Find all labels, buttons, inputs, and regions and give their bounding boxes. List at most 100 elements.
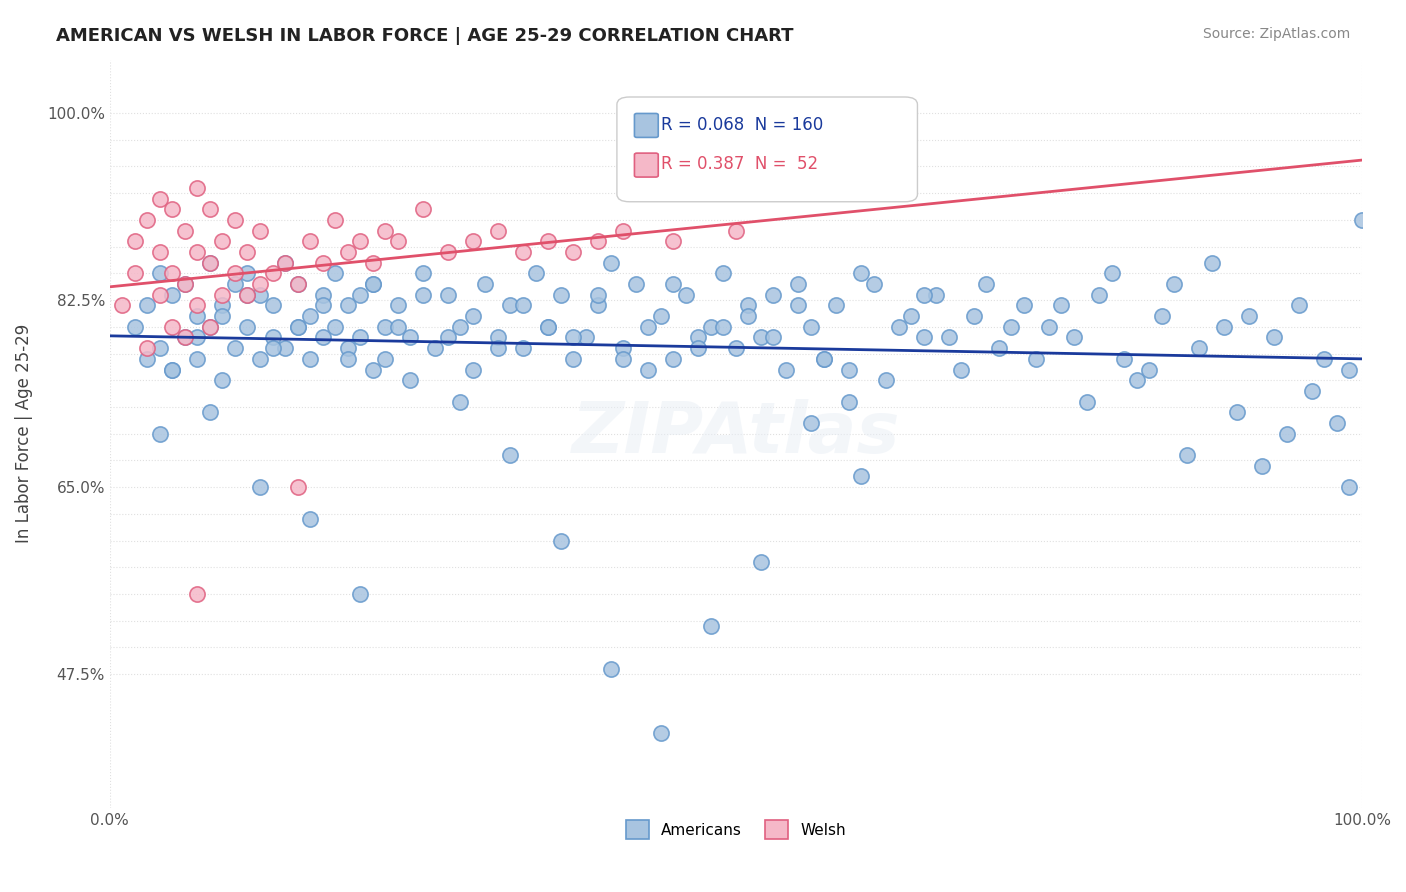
Point: [136, 351, 159, 366]
Point: [437, 287, 460, 301]
Point: [186, 587, 208, 601]
Point: [412, 287, 434, 301]
Point: [662, 235, 685, 249]
Point: [173, 330, 195, 344]
Point: [1339, 480, 1361, 494]
Point: [1000, 319, 1022, 334]
Point: [586, 235, 609, 249]
Point: [963, 309, 986, 323]
Point: [287, 480, 309, 494]
Point: [198, 319, 221, 334]
Point: [612, 224, 634, 238]
Point: [474, 277, 496, 291]
Text: AMERICAN VS WELSH IN LABOR FORCE | AGE 25-29 CORRELATION CHART: AMERICAN VS WELSH IN LABOR FORCE | AGE 2…: [56, 27, 794, 45]
Point: [361, 362, 384, 376]
Point: [361, 277, 384, 291]
Point: [1038, 319, 1060, 334]
Point: [724, 341, 747, 355]
Point: [124, 319, 146, 334]
Point: [1025, 351, 1047, 366]
Point: [775, 362, 797, 376]
FancyBboxPatch shape: [617, 97, 918, 202]
Point: [274, 255, 297, 269]
Point: [136, 341, 159, 355]
Point: [838, 362, 860, 376]
Point: [249, 224, 271, 238]
Point: [875, 373, 897, 387]
Point: [675, 287, 697, 301]
Point: [787, 298, 810, 312]
Point: [162, 202, 184, 217]
Point: [162, 287, 184, 301]
Point: [1239, 309, 1261, 323]
Point: [724, 224, 747, 238]
Point: [361, 255, 384, 269]
Point: [211, 298, 233, 312]
Point: [461, 362, 484, 376]
Point: [124, 266, 146, 280]
Point: [224, 266, 246, 280]
Point: [299, 351, 322, 366]
Text: Source: ZipAtlas.com: Source: ZipAtlas.com: [1202, 27, 1350, 41]
Point: [1275, 426, 1298, 441]
Point: [800, 319, 823, 334]
Point: [1339, 362, 1361, 376]
Point: [762, 287, 785, 301]
Point: [737, 309, 759, 323]
Point: [186, 181, 208, 195]
Point: [449, 319, 471, 334]
Point: [262, 341, 284, 355]
Point: [274, 341, 297, 355]
Point: [562, 330, 585, 344]
Point: [412, 202, 434, 217]
Point: [211, 235, 233, 249]
Point: [987, 341, 1010, 355]
Point: [575, 330, 598, 344]
Point: [311, 298, 333, 312]
Point: [586, 298, 609, 312]
Point: [650, 726, 672, 740]
Point: [149, 266, 172, 280]
Point: [173, 330, 195, 344]
Point: [838, 394, 860, 409]
Point: [862, 277, 884, 291]
Point: [887, 319, 910, 334]
Point: [262, 298, 284, 312]
Point: [162, 319, 184, 334]
Point: [1112, 351, 1135, 366]
Point: [537, 319, 560, 334]
Text: R = 0.068  N = 160: R = 0.068 N = 160: [661, 117, 823, 135]
Point: [737, 298, 759, 312]
Point: [800, 416, 823, 430]
Point: [299, 235, 322, 249]
Point: [461, 235, 484, 249]
Point: [624, 277, 647, 291]
Point: [976, 277, 998, 291]
Point: [374, 224, 396, 238]
Point: [813, 351, 835, 366]
Point: [662, 351, 685, 366]
Point: [711, 266, 734, 280]
Point: [524, 266, 547, 280]
Point: [537, 319, 560, 334]
Point: [211, 373, 233, 387]
Point: [224, 277, 246, 291]
Point: [361, 277, 384, 291]
Point: [111, 298, 134, 312]
Point: [336, 341, 359, 355]
Point: [486, 224, 509, 238]
Point: [562, 244, 585, 259]
Point: [162, 362, 184, 376]
Point: [299, 512, 322, 526]
Point: [236, 319, 259, 334]
Point: [537, 235, 560, 249]
Point: [262, 266, 284, 280]
Point: [198, 319, 221, 334]
Point: [586, 287, 609, 301]
FancyBboxPatch shape: [634, 153, 658, 177]
Point: [262, 330, 284, 344]
Point: [950, 362, 973, 376]
Point: [762, 330, 785, 344]
Point: [336, 298, 359, 312]
Point: [336, 244, 359, 259]
